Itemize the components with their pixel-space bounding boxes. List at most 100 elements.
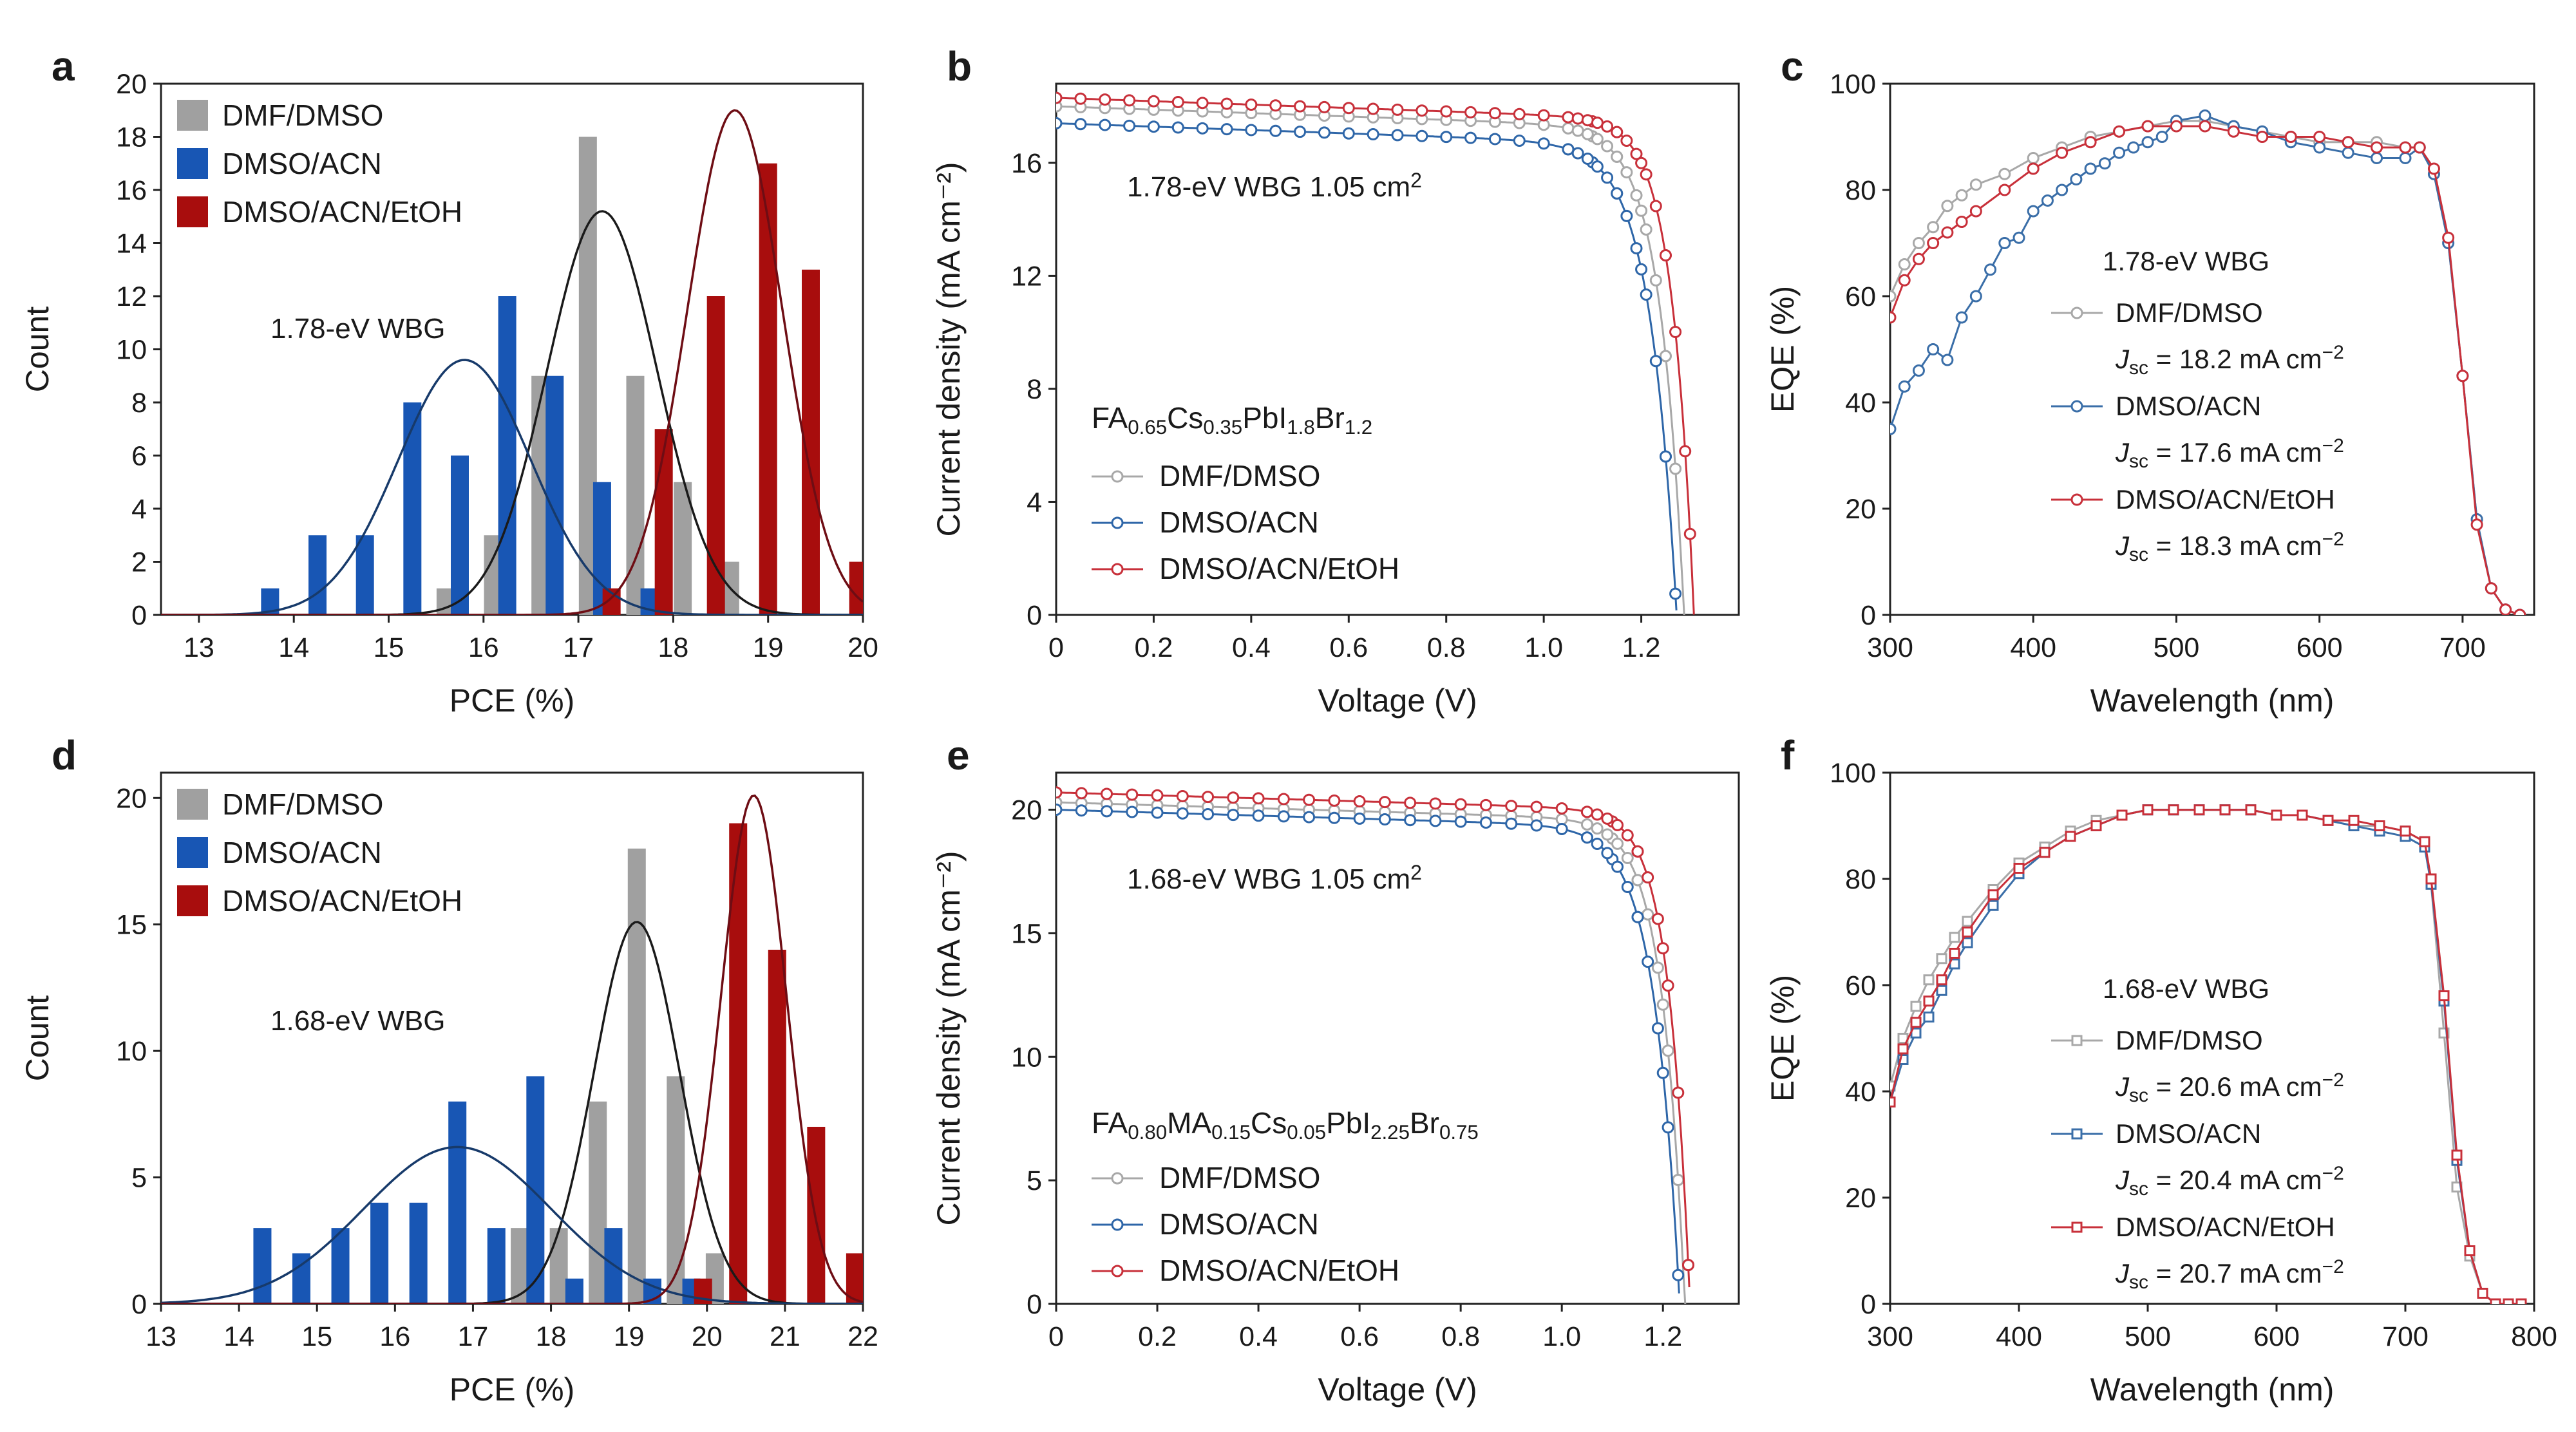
panel-e: e 0 0.2 0.4 0.6 0.8 1.0 1.2 0 5 10 15 20 Voltage (V) C… — [931, 732, 1740, 1408]
jsc-symbol: J — [2115, 437, 2130, 467]
annotation: 1.78-eV WBG 1.05 cm2 — [1127, 169, 1422, 203]
data-point — [1318, 126, 1331, 139]
jsc-symbol: J — [2115, 1258, 2130, 1288]
data-point — [1601, 812, 1614, 825]
bar — [450, 455, 469, 615]
bar — [706, 296, 725, 615]
data-point — [2113, 146, 2126, 159]
data-point — [1672, 1268, 1685, 1281]
data-point — [1075, 804, 1088, 817]
data-point — [1464, 106, 1477, 118]
gaussian-fit-line — [161, 794, 863, 1304]
jsc-unit-sup: −2 — [2322, 1256, 2344, 1277]
y-tick-label: 8 — [1027, 374, 1042, 405]
data-point — [1912, 364, 1925, 377]
data-point — [1294, 100, 1307, 113]
composition-formula: FA0.80MA0.15Cs0.05PbI2.25Br0.75 — [1092, 1106, 1479, 1144]
data-point — [1151, 789, 1164, 802]
data-point — [1111, 470, 1124, 483]
data-point — [2027, 152, 2040, 164]
data-point — [2419, 836, 2430, 847]
x-tick-label: 800 — [2511, 1321, 2557, 1352]
bar — [849, 561, 863, 615]
data-point — [1074, 92, 1087, 105]
data-point — [1581, 153, 1594, 165]
data-point — [1342, 127, 1355, 140]
data-point — [1123, 119, 1136, 132]
data-point — [1659, 249, 1672, 262]
x-tick-label: 0.6 — [1329, 632, 1368, 663]
legend-label: DMF/DMSO — [222, 99, 383, 132]
data-point — [1640, 223, 1653, 236]
series-dmso-acn-etoh — [1890, 804, 2527, 1304]
legend: DMF/DMSO DMSO/ACN DMSO/ACN/EtOH — [1092, 459, 1399, 585]
y-tick-label: 4 — [131, 494, 147, 525]
data-point — [2371, 141, 2383, 154]
data-point — [1591, 822, 1604, 835]
composition-formula-part: Cs — [1167, 401, 1203, 435]
x-axis-label: PCE (%) — [450, 1371, 574, 1408]
data-point — [1635, 204, 1648, 217]
x-tick-label: 0.4 — [1239, 1321, 1278, 1352]
data-point — [2170, 120, 2183, 133]
x-tick-label: 17 — [563, 632, 594, 663]
y-axis-label: EQE (%) — [1765, 975, 1801, 1102]
data-point — [1562, 122, 1575, 135]
composition-formula-part: Br — [1315, 401, 1345, 435]
data-point — [1912, 252, 1925, 265]
data-point — [1378, 813, 1391, 826]
bar — [759, 163, 777, 615]
legend-label: DMSO/ACN/EtOH — [1159, 552, 1399, 585]
data-point — [1651, 961, 1664, 974]
data-point — [2041, 194, 2054, 207]
x-tick-label: 0.4 — [1232, 632, 1271, 663]
data-point — [2245, 804, 2257, 816]
data-point — [1416, 129, 1428, 142]
data-point — [1962, 916, 1973, 927]
data-point — [1176, 807, 1189, 820]
data-point — [1651, 1022, 1664, 1035]
x-tick-label: 0 — [1048, 1321, 1064, 1352]
data-point — [1101, 805, 1113, 818]
y-tick-label: 12 — [1011, 261, 1042, 292]
data-point — [2027, 205, 2040, 218]
data-point — [1890, 422, 1897, 435]
data-point — [1318, 100, 1331, 113]
x-tick-label: 600 — [2253, 1321, 2300, 1352]
bar — [654, 429, 673, 615]
x-tick-label: 500 — [2154, 632, 2200, 663]
ticks: 300 400 500 600 700 0 20 40 60 80 100 — [1830, 69, 2486, 663]
jsc-unit-sup: −2 — [2322, 529, 2344, 550]
data-point — [1555, 802, 1568, 815]
data-point — [1998, 184, 2011, 196]
legend-label: DMSO/ACN — [222, 147, 382, 180]
data-point — [1099, 118, 1112, 131]
y-tick-label: 80 — [1845, 175, 1876, 206]
jsc-symbol: J — [2115, 531, 2130, 561]
data-point — [1898, 258, 1911, 270]
y-tick-label: 20 — [116, 69, 147, 100]
jsc-value: = 18.2 mA cm — [2148, 344, 2322, 374]
data-point — [1662, 1121, 1674, 1134]
y-tick-label: 15 — [116, 910, 147, 941]
data-point — [1656, 942, 1669, 955]
data-point — [2413, 141, 2426, 154]
data-point — [1941, 353, 1954, 366]
legend-label: DMF/DMSO — [1159, 1161, 1320, 1194]
data-point — [1630, 189, 1643, 202]
data-point — [2227, 125, 2240, 138]
data-point — [2464, 1245, 2476, 1256]
data-point — [1126, 788, 1139, 801]
panel-letter: e — [947, 732, 970, 778]
plot-area — [1056, 786, 1694, 1304]
data-point — [1581, 127, 1594, 140]
gaussian-fit-line — [161, 1145, 863, 1304]
legend-label: DMF/DMSO — [2116, 297, 2263, 328]
data-point — [1571, 112, 1584, 125]
data-point — [1111, 1172, 1124, 1185]
data-point — [1923, 1012, 1935, 1022]
ticks: 13 14 15 16 17 18 19 20 0 2 4 6 8 10 12 14 16 18 20 — [116, 69, 878, 663]
data-point — [1505, 817, 1518, 830]
